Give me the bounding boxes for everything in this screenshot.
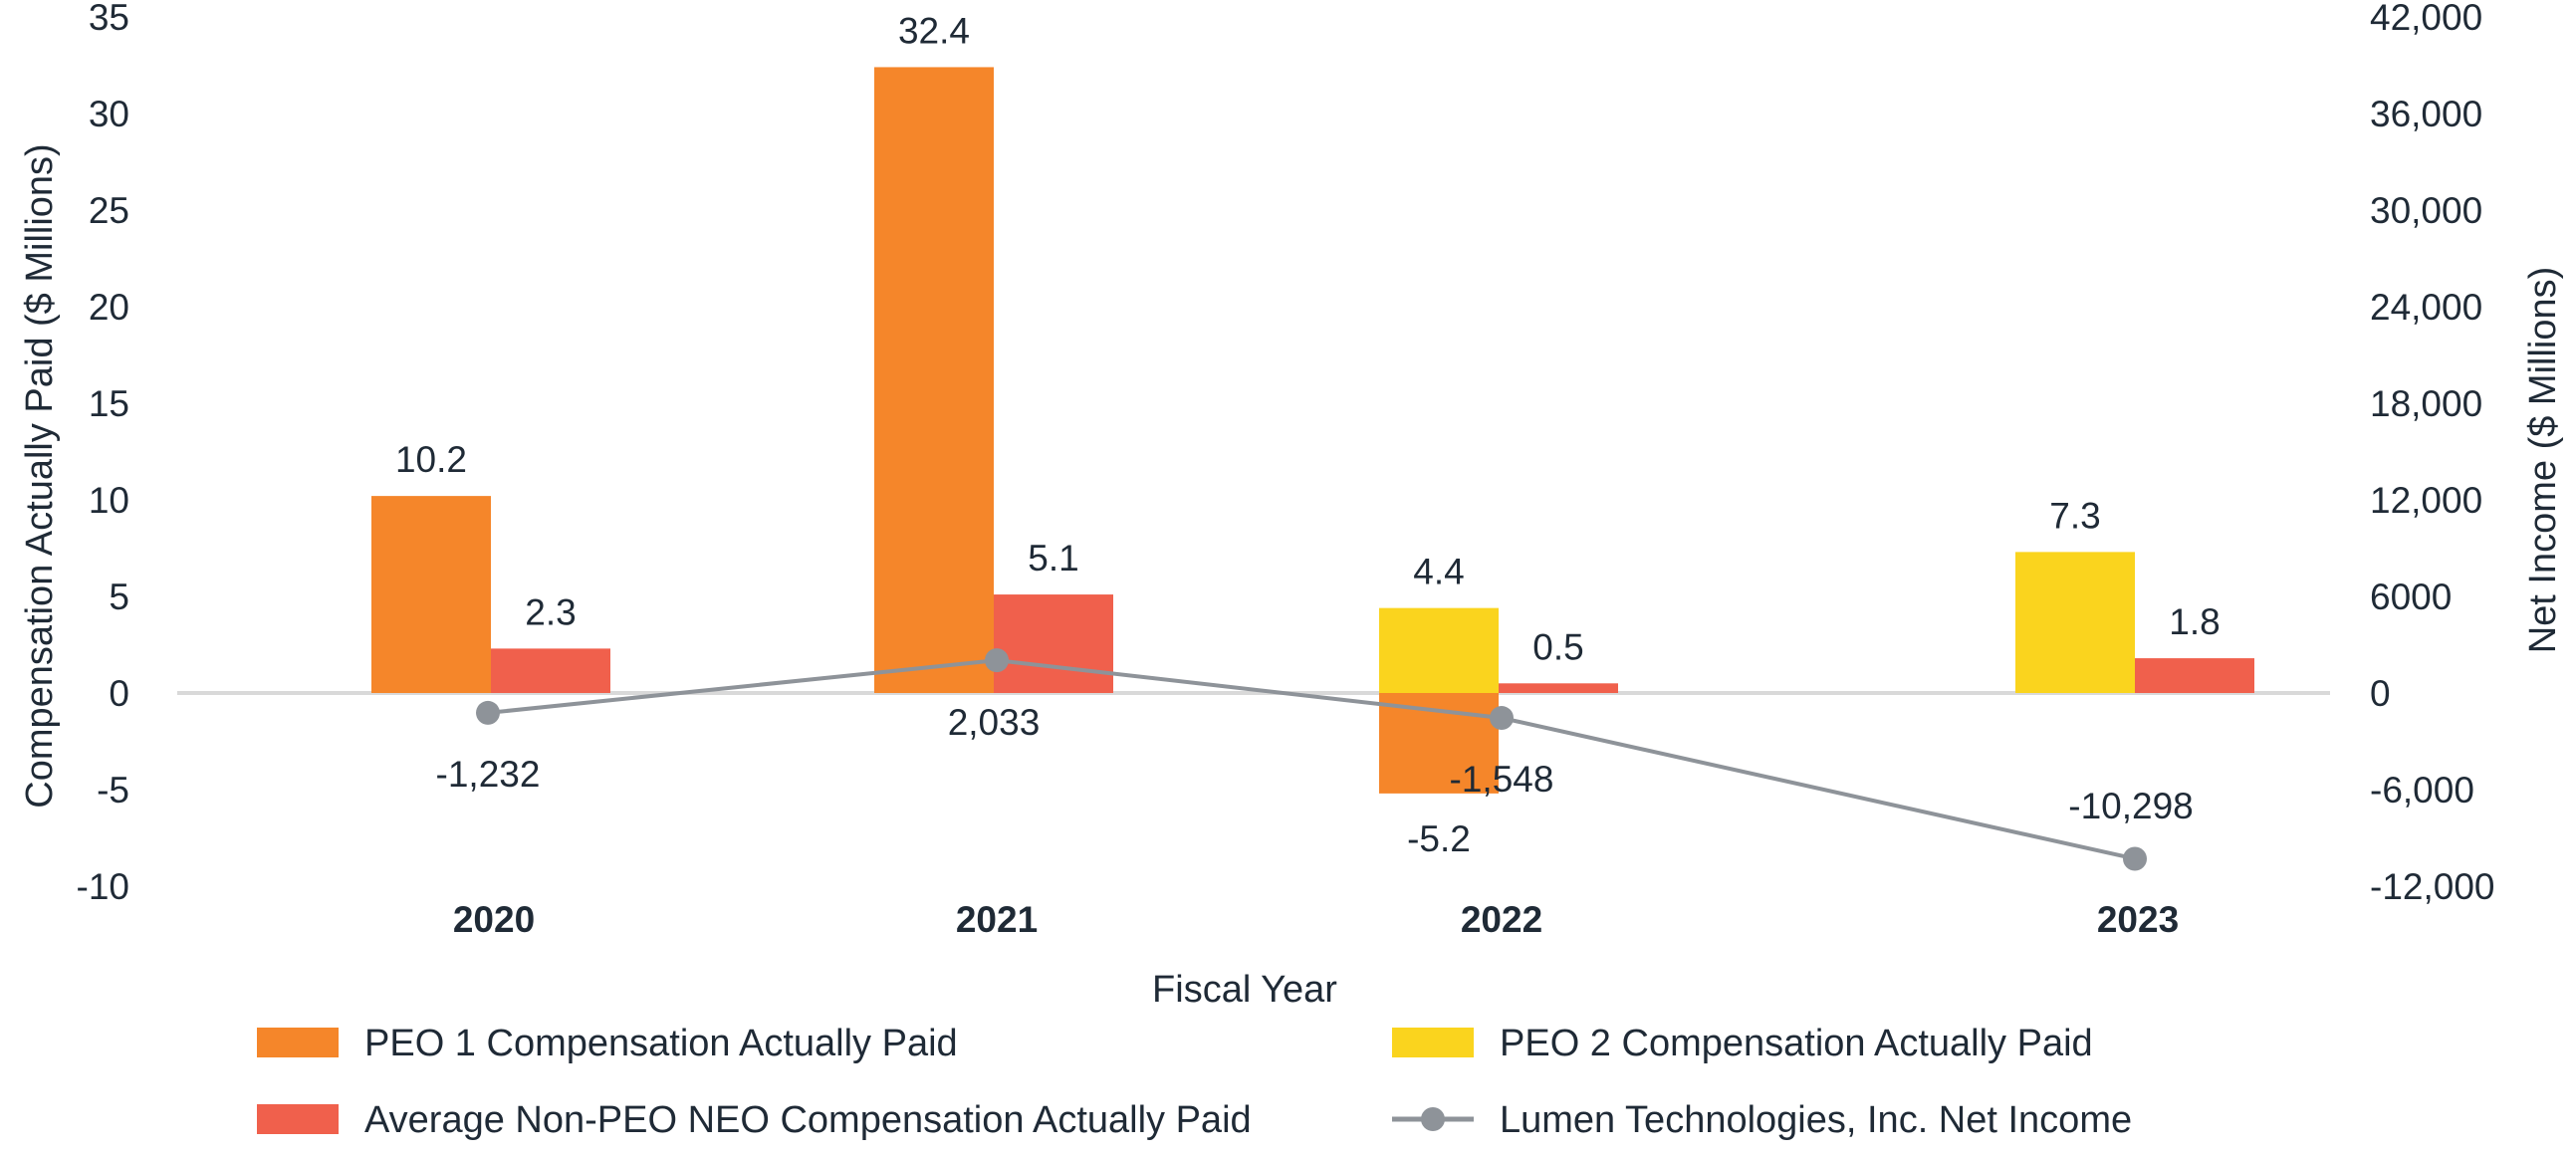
peo2-bar-2022-label: 4.4 — [1413, 552, 1464, 592]
y2-tick-label: -6,000 — [2370, 770, 2474, 811]
category-label-2020: 2020 — [453, 899, 535, 940]
net-income-line — [487, 658, 2136, 861]
net-income-label-2023: -10,298 — [2068, 786, 2194, 826]
non-peo-neo-bar-2020 — [491, 648, 610, 693]
net-income-point-2020 — [476, 700, 500, 725]
y-tick-label: 25 — [89, 190, 129, 231]
net-income-point-2022 — [1490, 706, 1514, 731]
y-tick-label: 0 — [109, 673, 129, 714]
legend-label: PEO 1 Compensation Actually Paid — [364, 1023, 958, 1064]
y2-tick-label: 12,000 — [2370, 480, 2482, 521]
non-peo-neo-bar-2022-label: 0.5 — [1532, 626, 1583, 667]
y-tick-label: 15 — [89, 383, 129, 424]
legend-label: Lumen Technologies, Inc. Net Income — [1500, 1099, 2132, 1141]
net-income-label-2020: -1,232 — [436, 754, 541, 795]
peo2-bar-2023-label: 7.3 — [2049, 495, 2100, 536]
legend-swatch — [257, 1104, 339, 1134]
net-income-label-2021: 2,033 — [948, 702, 1041, 743]
bar-marks — [371, 67, 2254, 794]
legend-marker — [1421, 1107, 1445, 1131]
y2-tick-label: 18,000 — [2370, 383, 2482, 424]
non-peo-neo-bar-2022 — [1499, 683, 1618, 693]
legend-label: PEO 2 Compensation Actually Paid — [1500, 1023, 2093, 1064]
y-tick-label: 5 — [109, 577, 129, 617]
right-axis-ticks: 42,000 36,000 30,000 24,000 18,000 12,000 6000… — [2370, 0, 2495, 907]
category-label-2021: 2021 — [956, 899, 1038, 940]
y2-tick-label: 36,000 — [2370, 94, 2482, 134]
category-label-2023: 2023 — [2097, 899, 2179, 940]
category-tick-labels: 2020 2021 2022 2023 — [453, 899, 2179, 940]
peo2-bar-2022 — [1379, 607, 1499, 693]
legend: PEO 1 Compensation Actually Paid PEO 2 Co… — [257, 1023, 2132, 1141]
bar-data-labels: 10.2 2.3 32.4 5.1 -5.2 4.4 0.5 7.3 1.8 — [395, 10, 2221, 858]
net-income-label-2022: -1,548 — [1450, 759, 1554, 800]
peo2-bar-2023 — [2015, 552, 2135, 693]
x-axis-title: Fiscal Year — [1152, 969, 1337, 1011]
net-income-point-2023 — [2123, 846, 2147, 871]
non-peo-neo-bar-2023-label: 1.8 — [2169, 601, 2220, 642]
peo1-bar-2020-label: 10.2 — [395, 439, 467, 480]
y2-tick-label: -12,000 — [2370, 866, 2495, 907]
y-tick-label: 35 — [89, 0, 129, 38]
y2-tick-label: 6000 — [2370, 577, 2452, 617]
category-label-2022: 2022 — [1461, 899, 1542, 940]
legend-label: Average Non-PEO NEO Compensation Actuall… — [364, 1099, 1252, 1141]
legend-swatch — [1392, 1028, 1474, 1057]
non-peo-neo-bar-2020-label: 2.3 — [525, 591, 576, 632]
non-peo-neo-bar-2023 — [2135, 658, 2254, 693]
peo1-bar-2020 — [371, 496, 491, 693]
y2-tick-label: 24,000 — [2370, 287, 2482, 328]
y-tick-label: 20 — [89, 287, 129, 328]
legend-swatch — [257, 1028, 339, 1057]
y2-axis-title: Net Income ($ Millions) — [2522, 267, 2564, 654]
left-axis-ticks: 35 30 25 20 15 10 5 0 -5 -10 — [77, 0, 129, 907]
y2-tick-label: 30,000 — [2370, 190, 2482, 231]
net-income-point-2021 — [985, 648, 1009, 673]
y-tick-label: -10 — [77, 866, 129, 907]
peo1-bar-2021 — [874, 67, 994, 693]
y2-tick-label: 42,000 — [2370, 0, 2482, 38]
y-tick-label: 10 — [89, 480, 129, 521]
y-axis-title: Compensation Actually Paid ($ Millions) — [19, 143, 61, 808]
peo1-bar-2022-label: -5.2 — [1407, 818, 1471, 859]
y-tick-label: 30 — [89, 94, 129, 134]
peo1-bar-2021-label: 32.4 — [898, 10, 970, 51]
y-tick-label: -5 — [97, 770, 129, 811]
non-peo-neo-bar-2021 — [994, 594, 1113, 693]
net-income-line-series: -1,232 2,033 -1,548 -10,298 — [436, 648, 2194, 871]
y2-tick-label: 0 — [2370, 673, 2391, 714]
non-peo-neo-bar-2021-label: 5.1 — [1028, 538, 1078, 579]
